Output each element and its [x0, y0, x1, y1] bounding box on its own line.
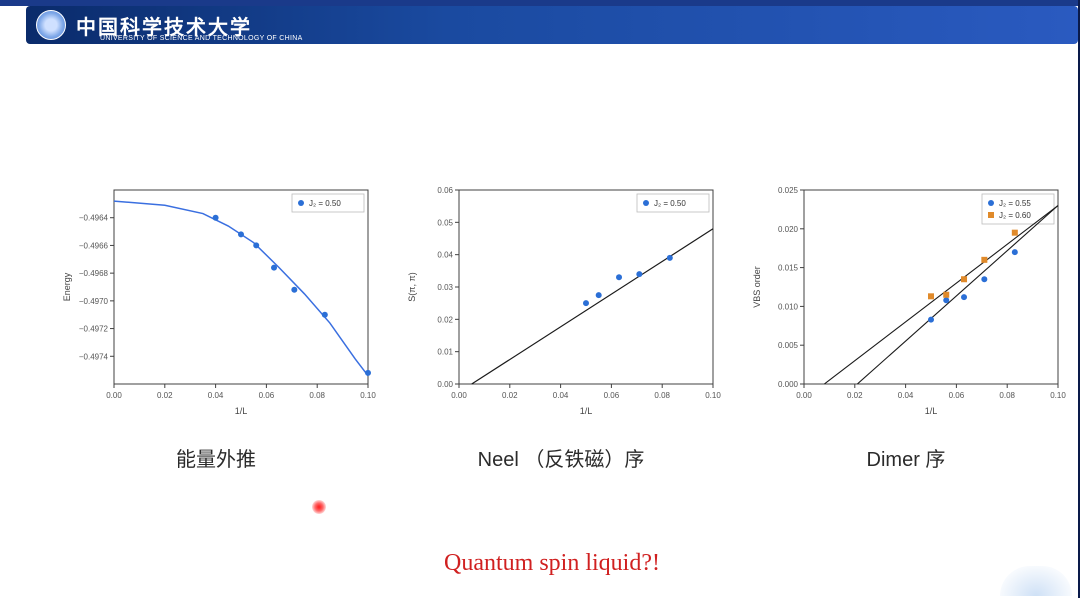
svg-text:0.000: 0.000: [778, 380, 799, 389]
svg-text:Energy: Energy: [62, 272, 72, 301]
svg-text:0.04: 0.04: [553, 391, 569, 400]
svg-text:0.08: 0.08: [654, 391, 670, 400]
svg-text:0.06: 0.06: [604, 391, 620, 400]
svg-text:0.00: 0.00: [106, 391, 122, 400]
svg-text:VBS order: VBS order: [752, 266, 762, 308]
svg-text:0.00: 0.00: [437, 380, 453, 389]
chart-energy: 0.00 0.02 0.04 0.06 0.08 0.10 −0.4974 −0.4972 −0…: [56, 180, 376, 472]
chart-neel: 0.00 0.02 0.04 0.06 0.08 0.10 0.00 0.01 0.02 0.03…: [401, 180, 721, 472]
svg-text:J₂ = 0.50: J₂ = 0.50: [654, 199, 686, 208]
chart-dimer-caption: Dimer 序: [746, 443, 1066, 472]
header-bar: 中国科学技术大学 UNIVERSITY OF SCIENCE AND TECHN…: [26, 6, 1078, 44]
svg-text:−0.4974: −0.4974: [79, 352, 109, 361]
svg-text:0.08: 0.08: [999, 391, 1015, 400]
laser-pointer-icon: [312, 500, 326, 514]
svg-text:−0.4966: −0.4966: [79, 241, 109, 250]
svg-text:0.08: 0.08: [309, 391, 325, 400]
svg-text:0.02: 0.02: [847, 391, 863, 400]
svg-text:0.06: 0.06: [437, 186, 453, 195]
svg-text:0.020: 0.020: [778, 225, 799, 234]
svg-text:0.04: 0.04: [208, 391, 224, 400]
svg-text:S(π, π): S(π, π): [407, 272, 417, 301]
chart-dimer: 0.00 0.02 0.04 0.06 0.08 0.10 0.000 0.005 0.010 0…: [746, 180, 1066, 472]
svg-text:0.005: 0.005: [778, 341, 799, 350]
svg-text:J₂ = 0.50: J₂ = 0.50: [309, 199, 341, 208]
chart-neel-caption: Neel （反铁磁）序: [401, 443, 721, 472]
svg-text:0.06: 0.06: [949, 391, 965, 400]
svg-text:J₂ = 0.55: J₂ = 0.55: [999, 199, 1031, 208]
quantum-spin-liquid-text: Quantum spin liquid?!: [26, 550, 1078, 577]
svg-text:1/L: 1/L: [235, 406, 248, 416]
svg-text:1/L: 1/L: [925, 406, 938, 416]
svg-text:0.00: 0.00: [451, 391, 467, 400]
svg-text:0.015: 0.015: [778, 264, 799, 273]
svg-text:−0.4970: −0.4970: [79, 297, 109, 306]
svg-text:J₂ = 0.60: J₂ = 0.60: [999, 211, 1031, 220]
university-logo: [36, 10, 66, 40]
svg-text:0.01: 0.01: [437, 348, 453, 357]
chart-energy-caption: 能量外推: [56, 443, 376, 472]
svg-text:0.10: 0.10: [1050, 391, 1066, 400]
charts-row: 0.00 0.02 0.04 0.06 0.08 0.10 −0.4974 −0.4972 −0…: [56, 180, 1066, 472]
svg-text:1/L: 1/L: [580, 406, 593, 416]
svg-text:0.05: 0.05: [437, 218, 453, 227]
svg-text:0.02: 0.02: [502, 391, 518, 400]
svg-text:0.010: 0.010: [778, 302, 799, 311]
svg-text:−0.4968: −0.4968: [79, 269, 109, 278]
svg-text:0.00: 0.00: [796, 391, 812, 400]
svg-text:0.025: 0.025: [778, 186, 799, 195]
svg-text:−0.4972: −0.4972: [79, 325, 109, 334]
slide-area: 0.00 0.02 0.04 0.06 0.08 0.10 −0.4974 −0.4972 −0…: [26, 50, 1078, 598]
svg-text:0.10: 0.10: [360, 391, 376, 400]
svg-text:0.04: 0.04: [437, 251, 453, 260]
university-name-en: UNIVERSITY OF SCIENCE AND TECHNOLOGY OF …: [100, 35, 303, 42]
svg-text:0.03: 0.03: [437, 283, 453, 292]
svg-text:0.02: 0.02: [157, 391, 173, 400]
svg-text:−0.4964: −0.4964: [79, 214, 109, 223]
svg-text:0.10: 0.10: [705, 391, 721, 400]
svg-text:0.04: 0.04: [898, 391, 914, 400]
svg-text:0.02: 0.02: [437, 315, 453, 324]
svg-text:0.06: 0.06: [259, 391, 275, 400]
